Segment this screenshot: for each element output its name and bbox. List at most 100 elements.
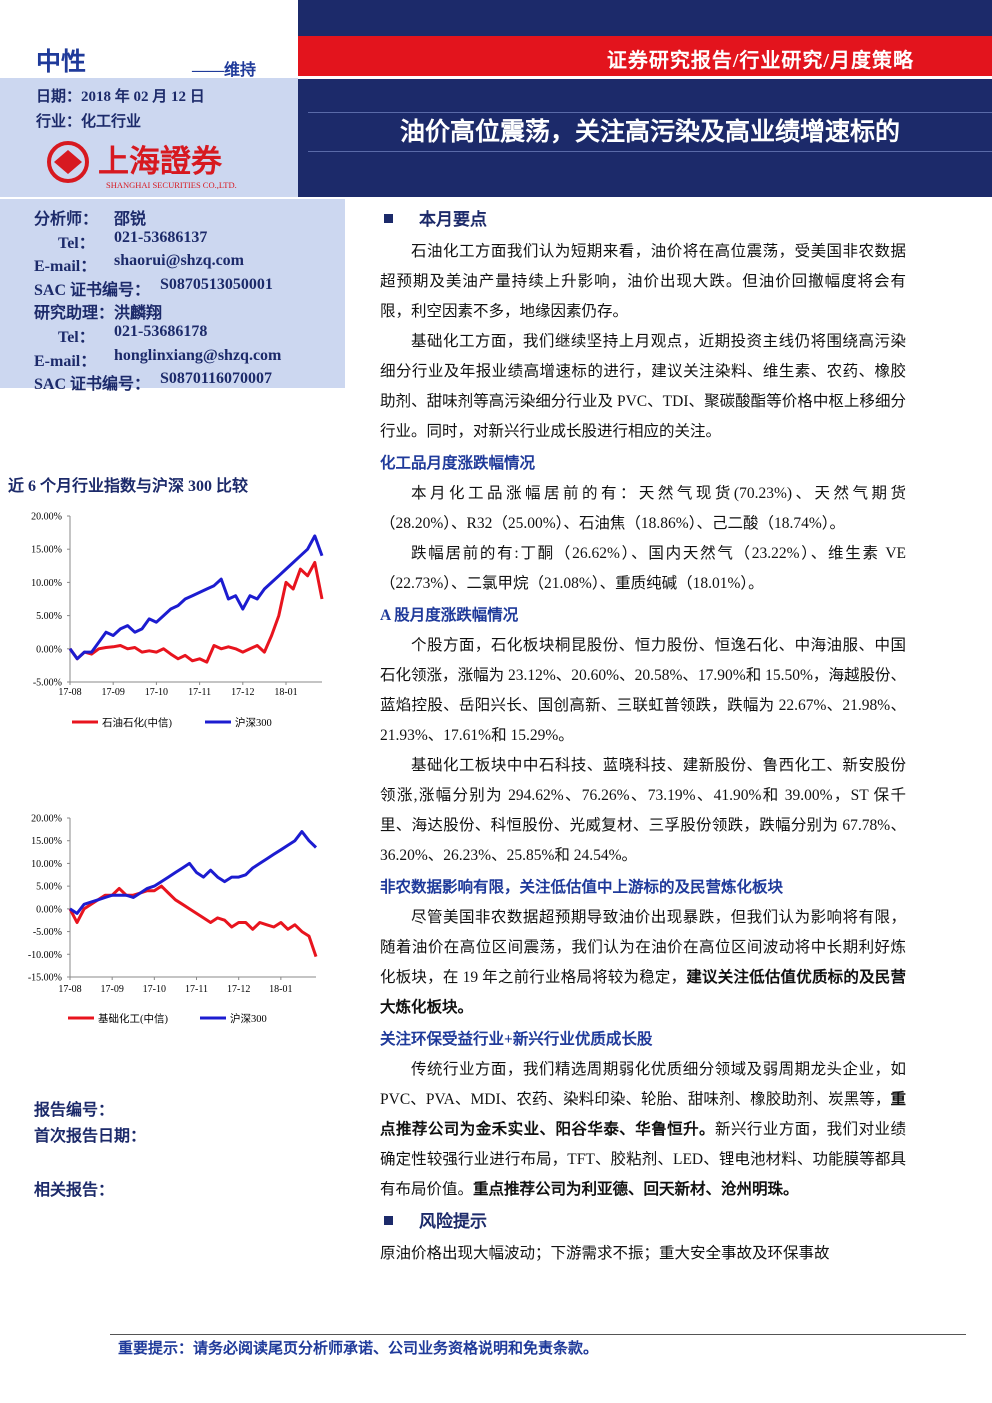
- analyst-label: 研究助理：: [34, 305, 115, 323]
- analyst-value: S0870513050001: [160, 275, 273, 293]
- x-tick-label: 17-09: [100, 984, 123, 995]
- x-tick-label: 17-10: [143, 984, 166, 995]
- bold-run: 重点推荐公司为金禾实业、阳谷华泰、华鲁恒升。: [380, 1091, 906, 1138]
- y-tick-label: 10.00%: [31, 859, 62, 870]
- bold-run: 建议关注低估值优质标的及民营大炼化板块。: [380, 969, 906, 1016]
- text-run: 新兴行业方面，我们对业绩确定性较强行业进行布局，TFT、胶粘剂、LED、锂电池材…: [380, 1121, 906, 1198]
- sub-heading: 关注环保受益行业+新兴行业优质成长股: [380, 1031, 653, 1048]
- logo-en: SHANGHAI SECURITIES CO.,LTD.: [106, 180, 237, 190]
- analyst-panel: [0, 199, 345, 388]
- info-panel: [0, 78, 298, 197]
- x-tick-label: 17-10: [145, 687, 168, 698]
- section: 化工品月度涨跌幅情况本月化工品涨幅居前的有：天然气现货(70.23%)、天然气期…: [380, 449, 906, 599]
- logo-cn: 上海證券: [98, 144, 223, 179]
- report-type: 证券研究报告/行业研究/月度策略: [606, 50, 914, 72]
- analyst-value: 邵锐: [114, 211, 147, 228]
- report-title: 油价高位震荡，关注高污染及高业绩增速标的: [308, 112, 992, 152]
- header-band: [298, 0, 992, 197]
- y-tick-label: 0.00%: [36, 904, 62, 915]
- x-tick-label: 17-08: [58, 687, 81, 698]
- y-tick-label: 5.00%: [36, 882, 62, 893]
- bold-run: 重点推荐公司为利亚德、回天新材、沧州明珠。: [473, 1181, 799, 1198]
- sub-heading: 化工品月度涨跌幅情况: [380, 455, 536, 472]
- y-tick-label: 0.00%: [36, 644, 62, 655]
- y-tick-label: -10.00%: [28, 950, 62, 961]
- series-line: [68, 561, 324, 664]
- sub-heading: A 股月度涨跌幅情况: [380, 607, 519, 624]
- x-tick-label: 17-12: [227, 984, 250, 995]
- section-heading: 本月要点: [380, 205, 906, 235]
- legend-label: 沪深300: [230, 1012, 267, 1025]
- x-tick-label: 17-08: [58, 984, 81, 995]
- paragraph: 跌幅居前的有:丁酮（26.62%）、国内天然气（23.22%）、维生素 VE（2…: [380, 539, 906, 599]
- report-info-label: 相关报告：: [34, 1182, 115, 1199]
- y-tick-label: 15.00%: [31, 545, 62, 556]
- paragraph: 尽管美国非农数据超预期导致油价出现暴跌，但我们认为影响将有限，随着油价在高位区间…: [380, 903, 906, 1023]
- text-run: 石油化工方面我们认为短期来看，油价将在高位震荡，受美国非农数据超预期及美油产量持…: [380, 243, 906, 320]
- text-run: 个股方面，石化板块桐昆股份、恒力股份、恒逸石化、中海油服、中国石化领涨，涨幅为 …: [380, 637, 906, 744]
- header-stripe: [298, 36, 992, 79]
- y-tick-label: 20.00%: [31, 814, 62, 825]
- analyst-label: 分析师：: [34, 211, 99, 228]
- analyst-label: SAC 证书编号：: [34, 376, 151, 394]
- section: 风险提示原油价格出现大幅波动；下游需求不振；重大安全事故及环保事故: [380, 1207, 906, 1269]
- paragraph: 传统行业方面，我们精选周期弱化优质细分领域及弱周期龙头企业，如 PVC、PVA、…: [380, 1055, 906, 1205]
- series-line: [68, 534, 324, 661]
- text-run: 尽管美国非农数据超预期导致油价出现暴跌，但我们认为影响将有限，随着油价在高位区间…: [380, 909, 906, 986]
- text-run: 跌幅居前的有:丁酮（26.62%）、国内天然气（23.22%）、维生素 VE（2…: [380, 545, 906, 592]
- y-tick-label: 5.00%: [36, 611, 62, 622]
- chart: -5.00% 0.00% 5.00% 10.00% 15.00% 20.00% 17-08 1…: [31, 512, 324, 729]
- section: 关注环保受益行业+新兴行业优质成长股传统行业方面，我们精选周期弱化优质细分领域及…: [380, 1025, 906, 1205]
- section: 本月要点石油化工方面我们认为短期来看，油价将在高位震荡，受美国非农数据超预期及美…: [380, 205, 906, 447]
- paragraph: 本月化工品涨幅居前的有：天然气现货(70.23%)、天然气期货（28.20%）、…: [380, 479, 906, 539]
- rating-note: ——维持: [192, 62, 257, 79]
- text-run: 原油价格出现大幅波动；下游需求不振；重大安全事故及环保事故: [380, 1245, 830, 1262]
- legend-label: 沪深300: [235, 716, 272, 729]
- x-tick-label: 18-01: [269, 984, 292, 995]
- analyst-label: E-mail：: [34, 258, 97, 276]
- section-heading: 风险提示: [380, 1207, 906, 1237]
- analyst-label: Tel：: [58, 329, 95, 346]
- date: 日期：2018 年 02 月 12 日: [36, 89, 205, 105]
- text-run: 本月化工品涨幅居前的有：天然气现货(70.23%)、天然气期货（28.20%）、…: [380, 485, 906, 532]
- y-tick-label: -5.00%: [33, 927, 62, 938]
- paragraph: 原油价格出现大幅波动；下游需求不振；重大安全事故及环保事故: [380, 1239, 906, 1269]
- x-tick-label: 17-12: [231, 687, 254, 698]
- analyst-value: 021-53686178: [114, 323, 208, 340]
- paragraph: 基础化工方面，我们继续坚持上月观点，近期投资主线仍将围绕高污染细分行业及年报业绩…: [380, 327, 906, 447]
- text-run: 基础化工方面，我们继续坚持上月观点，近期投资主线仍将围绕高污染细分行业及年报业绩…: [380, 333, 906, 440]
- analyst-label: SAC 证书编号：: [34, 281, 151, 299]
- y-tick-label: -5.00%: [33, 678, 62, 689]
- legend-label: 基础化工(中信): [98, 1012, 168, 1025]
- x-tick-label: 17-11: [188, 687, 211, 698]
- paragraph: 个股方面，石化板块桐昆股份、恒力股份、恒逸石化、中海油服、中国石化领涨，涨幅为 …: [380, 631, 906, 751]
- section: A 股月度涨跌幅情况个股方面，石化板块桐昆股份、恒力股份、恒逸石化、中海油服、中…: [380, 601, 906, 871]
- x-tick-label: 17-11: [185, 984, 208, 995]
- report-info-label: 首次报告日期：: [34, 1128, 147, 1145]
- logo-ring: [47, 141, 89, 183]
- y-tick-label: -15.00%: [28, 973, 62, 984]
- rating: 中性: [36, 49, 87, 76]
- analyst-value: 洪麟翔: [114, 305, 163, 323]
- content-column: 本月要点石油化工方面我们认为短期来看，油价将在高位震荡，受美国非农数据超预期及美…: [380, 205, 906, 1269]
- analyst-value: honglinxiang@shzq.com: [114, 346, 282, 364]
- analyst-value: shaorui@shzq.com: [114, 252, 245, 270]
- chart: -15.00% -10.00% -5.00% 0.00% 5.00% 10.00% 15.0…: [28, 814, 318, 1025]
- x-tick-label: 17-09: [102, 687, 125, 698]
- text-run: 基础化工板块中中石科技、蓝晓科技、建新股份、鲁西化工、新安股份领涨,涨幅分别为 …: [380, 757, 906, 864]
- logo: 上海證券 SHANGHAI SECURITIES CO.,LTD.: [47, 141, 237, 190]
- logo-mark: [54, 150, 82, 174]
- footer-rule: [110, 1334, 966, 1335]
- footer-note: 重要提示：请务必阅读尾页分析师承诺、公司业务资格说明和免责条款。: [118, 1341, 599, 1357]
- analyst-value: 021-53686137: [114, 228, 208, 246]
- paragraph: 基础化工板块中中石科技、蓝晓科技、建新股份、鲁西化工、新安股份领涨,涨幅分别为 …: [380, 751, 906, 871]
- x-tick-label: 18-01: [274, 687, 297, 698]
- y-tick-label: 10.00%: [31, 578, 62, 589]
- legend-label: 石油石化(中信): [102, 716, 172, 729]
- analyst-label: E-mail：: [34, 352, 97, 370]
- y-tick-label: 15.00%: [31, 836, 62, 847]
- sub-heading: 非农数据影响有限，关注低估值中上游标的及民营炼化板块: [380, 879, 784, 896]
- y-tick-label: 20.00%: [31, 512, 62, 523]
- analyst-value: S0870116070007: [160, 370, 273, 388]
